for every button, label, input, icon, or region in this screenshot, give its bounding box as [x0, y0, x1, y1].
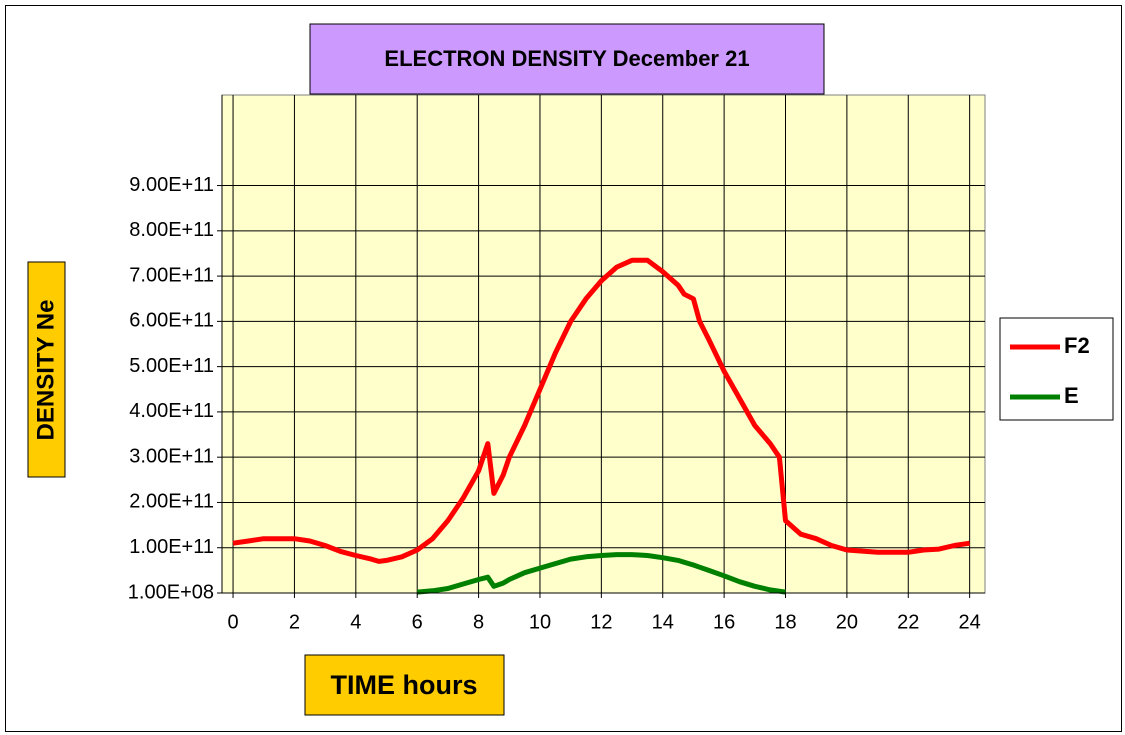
title-box [309, 23, 825, 95]
lines [232, 257, 971, 595]
y-tick-label: 5.00E+11 [129, 355, 214, 377]
x-tick-label: 12 [590, 611, 612, 633]
y-tick-label: 7.00E+11 [129, 264, 214, 286]
x-tick-label: 24 [959, 611, 981, 633]
y-tick-label: 4.00E+11 [129, 400, 214, 422]
x-tick-label: 10 [529, 611, 551, 633]
y-axis-title: DENSITY Ne [32, 300, 59, 441]
grid [222, 95, 985, 594]
x-tick-label: 20 [836, 611, 858, 633]
x-tick-label: 22 [897, 611, 919, 633]
y-tick-label: 6.00E+11 [129, 310, 214, 332]
chart-title: ELECTRON DENSITY December 21 [384, 46, 749, 71]
legend-label: E [1064, 383, 1079, 408]
x-axis-title: TIME hours [331, 670, 478, 700]
x-tick-label: 6 [412, 611, 423, 633]
y-tick-label: 9.00E+11 [129, 174, 214, 196]
x-tick-label: 18 [774, 611, 796, 633]
y-tick-label: 1.00E+11 [129, 536, 214, 558]
legend-box [999, 317, 1114, 421]
y-tick-label: 3.00E+11 [129, 445, 214, 467]
x-title-box [304, 654, 505, 716]
x-tick-label: 16 [713, 611, 735, 633]
x-tick-label: 14 [652, 611, 674, 633]
x-tick-label: 0 [227, 611, 238, 633]
plot-area [221, 94, 986, 594]
y-tick-label: 2.00E+11 [129, 491, 214, 513]
x-tick-label: 4 [350, 611, 361, 633]
legend-label: F2 [1064, 333, 1090, 358]
y-tick-label: 1.00E+08 [128, 581, 214, 603]
series-line [416, 552, 786, 595]
y-tick-label: 8.00E+11 [129, 219, 214, 241]
series-line [232, 257, 971, 564]
x-tick-label: 2 [289, 611, 300, 633]
y-title-box [27, 261, 66, 478]
x-tick-label: 8 [473, 611, 484, 633]
